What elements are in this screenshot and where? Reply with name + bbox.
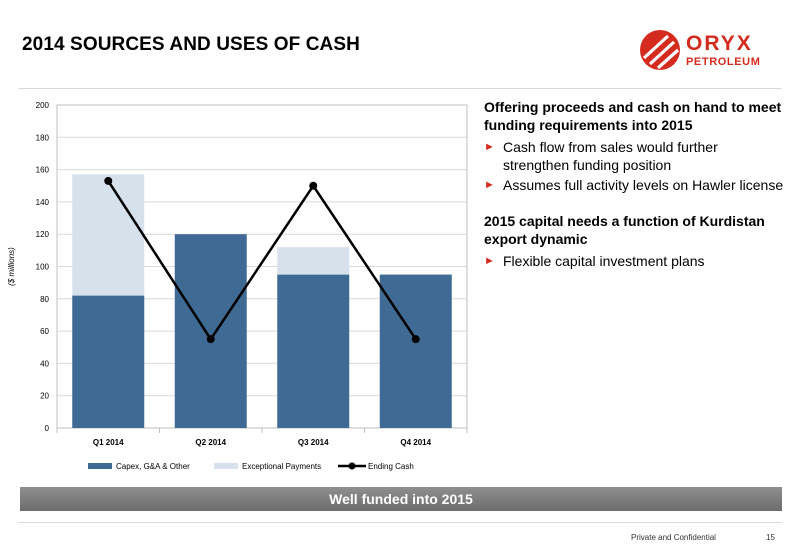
ending-cash-point	[206, 335, 215, 344]
y-tick-label: 140	[36, 198, 50, 207]
y-tick-label: 160	[36, 166, 50, 175]
ending-cash-point	[411, 335, 420, 344]
arrow-bullet-icon: ►	[484, 255, 495, 267]
sources-uses-chart: 0 20 40 60 80 100 120 140 160 180 200 Q1 2014 Q2 201…	[7, 101, 468, 471]
ending-cash-point	[104, 176, 113, 185]
y-tick-label: 100	[36, 263, 50, 272]
y-tick-label: 20	[40, 392, 49, 401]
arrow-bullet-icon: ►	[484, 179, 495, 191]
y-tick-label: 200	[36, 101, 50, 110]
commentary-heading: Offering proceeds and cash on hand to me…	[484, 99, 782, 133]
y-tick-label: 40	[40, 359, 49, 368]
x-tick-label: Q2 2014	[195, 438, 226, 447]
summary-banner: Well funded into 2015	[20, 487, 782, 511]
bar	[72, 174, 145, 296]
confidential-note: Private and Confidential	[631, 533, 716, 542]
y-axis-label: ($ millions)	[7, 247, 16, 286]
ending-cash-line	[107, 180, 417, 342]
bullet-text: Assumes full activity levels on Hawler l…	[503, 177, 784, 193]
bar	[277, 274, 350, 428]
arrow-bullet-icon: ►	[484, 141, 495, 153]
commentary-bullet: ► Assumes full activity levels on Hawler …	[484, 176, 784, 194]
x-tick-label: Q4 2014	[400, 438, 431, 447]
y-tick-label: 80	[40, 295, 49, 304]
legend-label: Capex, G&A & Other	[116, 462, 190, 471]
page-title: 2014 SOURCES AND USES OF CASH	[22, 34, 360, 55]
legend-marker	[348, 462, 356, 470]
commentary-heading: 2015 capital needs a function of Kurdist…	[484, 213, 765, 247]
header-divider	[18, 88, 782, 89]
commentary-bullet: ► Cash flow from sales would further stre…	[484, 138, 784, 174]
y-tick-label: 0	[45, 424, 50, 433]
legend-swatch	[214, 463, 238, 469]
bar	[277, 247, 350, 275]
ending-cash-point	[309, 181, 318, 190]
company-logo: ORYX PETROLEUM	[638, 28, 788, 72]
svg-text:PETROLEUM: PETROLEUM	[686, 56, 760, 68]
footer-divider	[18, 522, 782, 523]
bar	[174, 234, 247, 428]
svg-text:ORYX: ORYX	[686, 32, 753, 55]
y-tick-label: 180	[36, 133, 50, 142]
legend-label: Exceptional Payments	[242, 462, 321, 471]
legend-swatch	[88, 463, 112, 469]
bar	[379, 274, 452, 428]
commentary-bullet: ► Flexible capital investment plans	[484, 252, 784, 270]
bullet-text: Cash flow from sales would further stren…	[503, 139, 718, 173]
bar	[72, 295, 145, 428]
oryx-logo-icon: ORYX PETROLEUM	[640, 30, 760, 70]
y-tick-label: 120	[36, 230, 50, 239]
page-number: 15	[766, 533, 775, 542]
y-tick-label: 60	[40, 327, 49, 336]
legend-label: Ending Cash	[368, 462, 414, 471]
commentary-list: ► Flexible capital investment plans	[484, 252, 784, 270]
commentary-list: ► Cash flow from sales would further stre…	[484, 138, 784, 194]
bullet-text: Flexible capital investment plans	[503, 253, 705, 269]
x-tick-label: Q1 2014	[93, 438, 124, 447]
commentary-panel: Offering proceeds and cash on hand to me…	[484, 98, 784, 288]
x-tick-label: Q3 2014	[298, 438, 329, 447]
